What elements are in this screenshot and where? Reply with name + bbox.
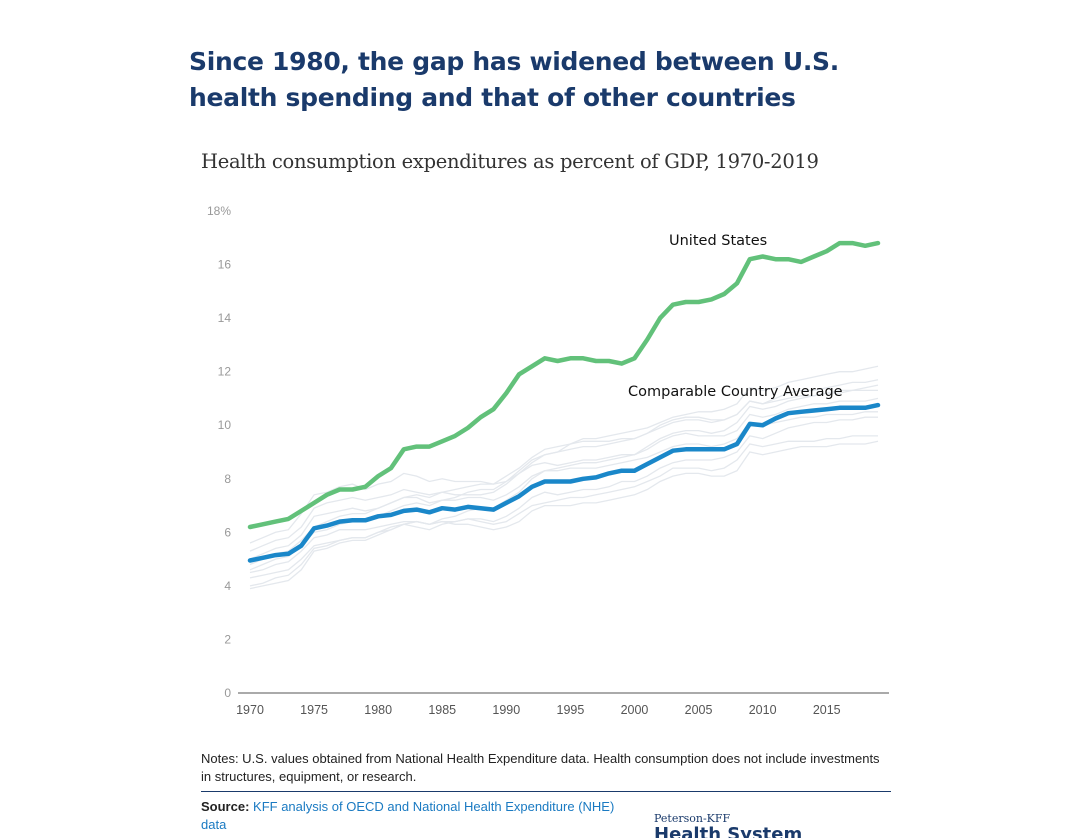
brand-name: Peterson-KFF — [654, 812, 731, 825]
y-tick-label: 14 — [218, 311, 232, 325]
series-label-comparable-country-average: Comparable Country Average — [628, 384, 843, 400]
x-tick-label: 1975 — [300, 703, 328, 717]
divider — [201, 791, 891, 792]
background-country-line-2 — [249, 379, 879, 552]
y-axis-ticks: 0 2 4 6 8 10 12 14 16 18% — [207, 204, 231, 700]
y-tick-label: 12 — [218, 365, 232, 379]
chart-title: Health consumption expenditures as perce… — [201, 150, 819, 173]
x-tick-label: 2005 — [685, 703, 713, 717]
x-tick-label: 1985 — [428, 703, 456, 717]
x-tick-label: 1970 — [236, 703, 264, 717]
y-tick-label: 16 — [218, 258, 232, 272]
background-country-line-5 — [249, 397, 879, 544]
series-line-united-states — [247, 240, 881, 530]
background-country-line-4 — [249, 435, 878, 579]
background-country-line-9 — [249, 389, 878, 566]
source-link[interactable]: KFF analysis of OECD and National Health… — [201, 799, 615, 832]
chart-source: Source: KFF analysis of OECD and Nationa… — [201, 798, 621, 834]
x-tick-label: 1980 — [364, 703, 392, 717]
series-labels: United States Comparable Country Average — [628, 233, 843, 400]
x-tick-label: 1990 — [492, 703, 520, 717]
chart-headline: Since 1980, the gap has widened between … — [189, 47, 839, 112]
series-label-united-states: United States — [669, 233, 767, 249]
brand-logo-text: Health System Tracker — [654, 826, 803, 838]
background-country-line-7 — [249, 384, 879, 587]
background-country-line-8 — [249, 411, 878, 560]
y-tick-label: 4 — [224, 579, 231, 593]
series-lines — [247, 240, 881, 563]
x-tick-label: 1995 — [557, 703, 585, 717]
background-country-line-1 — [249, 416, 878, 590]
y-tick-label: 0 — [224, 686, 231, 700]
background-country-line-6 — [249, 440, 879, 574]
x-axis-ticks: 1970 1975 1980 1985 1990 1995 2000 2005 2010 2015 — [236, 703, 841, 717]
y-tick-label: 2 — [224, 632, 231, 646]
y-tick-label: 6 — [224, 525, 231, 539]
x-tick-label: 2000 — [621, 703, 649, 717]
chart-notes: Notes: U.S. values obtained from Nationa… — [201, 751, 880, 784]
x-tick-label: 2010 — [749, 703, 777, 717]
source-label: Source: — [201, 799, 250, 814]
x-tick-label: 2015 — [813, 703, 841, 717]
series-line-comparable-country-average — [247, 402, 881, 563]
y-tick-label: 18% — [207, 204, 231, 218]
y-tick-label: 10 — [218, 418, 232, 432]
y-tick-label: 8 — [224, 472, 231, 486]
